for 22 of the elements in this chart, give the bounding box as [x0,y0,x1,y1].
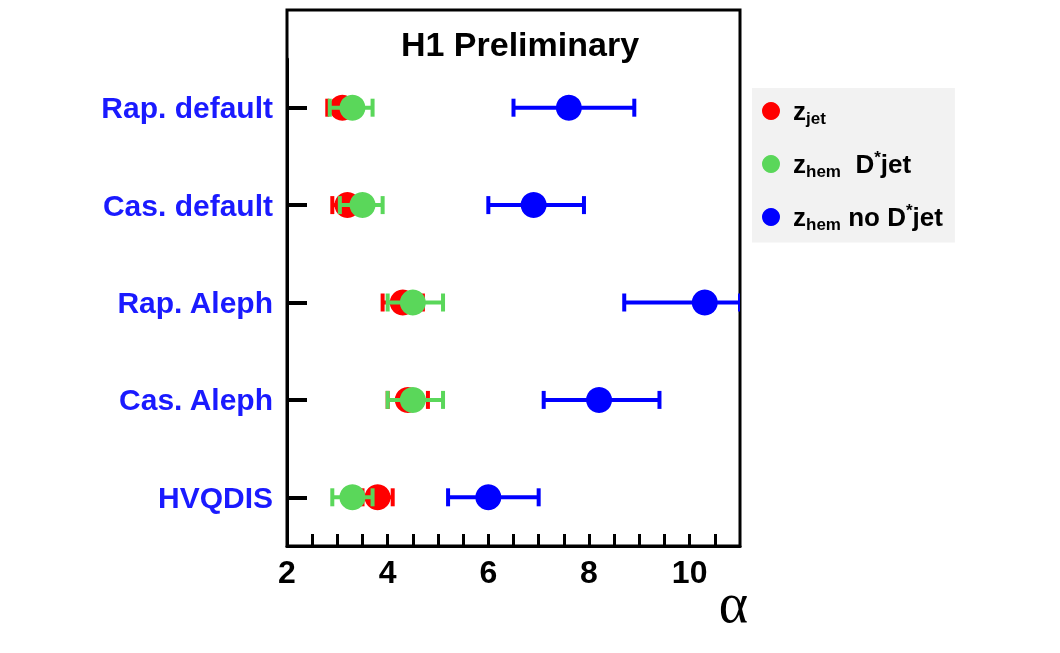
point [520,192,547,219]
point [586,386,613,413]
point [399,386,426,413]
x-tick-label: 8 [580,554,598,590]
y-tick-label: HVQDIS [157,480,273,514]
y-tick-label: Rap. Aleph [117,286,273,319]
point [339,94,366,121]
point [399,289,426,316]
y-tick-label: Rap. default [101,91,273,125]
x-tick-label: 6 [479,554,498,590]
x-tick-label: 10 [671,554,708,590]
point [339,484,366,511]
x-axis-title: α [718,572,748,634]
point [691,289,718,316]
y-tick-label: Cas. default [102,188,273,222]
x-tick-label: 4 [378,554,397,590]
x-tick-label: 2 [278,554,296,590]
point [349,192,376,219]
chart-title: H1 Preliminary [400,25,640,63]
point [555,94,582,121]
y-tick-label: Cas. Aleph [119,383,273,417]
point [475,484,502,511]
